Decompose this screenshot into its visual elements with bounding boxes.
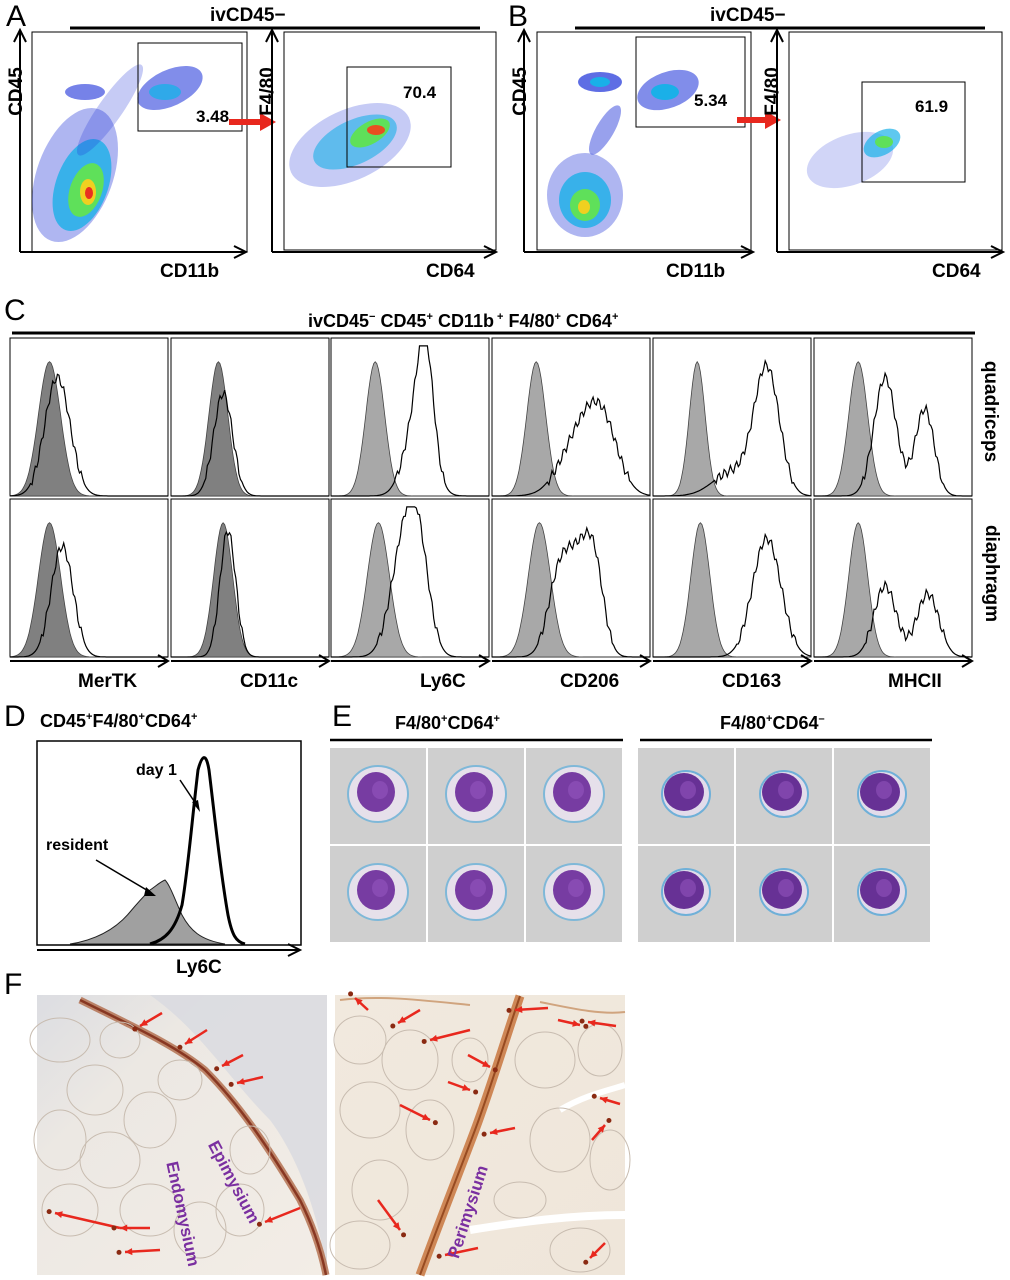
panel-a-dotplot-2 [265,27,499,259]
panel-b-ylabel-1: CD45 [509,67,531,116]
panel-b-red-arrow [737,111,781,129]
panel-c-marker-4: CD206 [560,671,620,692]
panel-b-gate-1: 5.34 [694,91,728,110]
panel-a-ylabel-2: F4/80 [256,67,278,116]
panel-b-xlabel-1: CD11b [666,261,726,282]
panel-d-xlabel: Ly6C [176,957,222,978]
panel-d-label-resident: resident [46,837,109,854]
panel-c-row-label-1: quadriceps [980,360,1002,463]
panel-d-histogram [36,740,303,957]
panel-a-gate-1: 3.48 [196,107,230,126]
panel-e-group2: F4/80+CD64– [720,713,825,733]
panel-a-dotplot-1 [13,27,249,259]
panel-b-header: ivCD45− [710,5,786,26]
panel-b-ylabel-2: F4/80 [761,67,783,116]
panel-b-xlabel-2: CD64 [932,261,981,282]
panel-f-letter: F [4,968,23,1001]
panel-c-marker-3: Ly6C [420,671,466,692]
panel-c-histogram-grid [9,337,974,668]
panel-f-micrographs [29,991,631,1277]
panel-e-cell-grid [330,738,932,942]
panel-c-marker-6: MHCII [888,671,942,692]
panel-a-red-arrow [229,113,276,131]
panel-d-label-day: day 1 [136,762,177,779]
panel-a-xlabel-1: CD11b [160,261,220,282]
panel-a-gate-2: 70.4 [403,83,437,102]
panel-c-header: ivCD45− CD45+ CD11b + F4/80+ CD64+ [308,311,619,331]
panel-c-header-line [12,331,975,335]
panel-b-gate-2: 61.9 [915,97,949,116]
panel-e-letter: E [332,700,353,733]
panel-b-letter: B [508,0,529,33]
panel-c-letter: C [4,294,26,327]
panel-c-marker-2: CD11c [240,671,299,692]
panel-a-ylabel-1: CD45 [5,67,27,116]
panel-c-marker-1: MerTK [78,671,138,692]
panel-e-group1: F4/80+CD64+ [395,713,500,733]
panel-b-dotplot-2 [770,27,1006,259]
panel-c-row-label-2: diaphragm [981,524,1003,623]
panel-a-xlabel-2: CD64 [426,261,475,282]
panel-d-title: CD45+F4/80+CD64+ [40,711,198,731]
panel-a-header: ivCD45− [210,5,286,26]
panel-a-header-line [70,26,480,30]
panel-c-marker-5: CD163 [722,671,782,692]
panel-b-header-line [575,26,985,30]
panel-b-dotplot-1 [517,27,756,259]
panel-d-letter: D [4,700,26,733]
panel-a-letter: A [6,0,27,33]
